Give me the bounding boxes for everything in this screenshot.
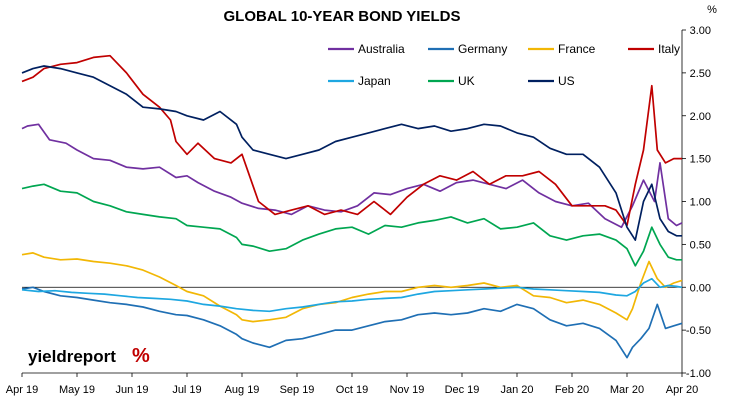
legend-label: Italy xyxy=(658,42,680,56)
x-tick-label: Jan 20 xyxy=(500,384,533,396)
x-tick-label: Apr 20 xyxy=(666,384,698,396)
legend-item-italy: Italy xyxy=(628,42,680,56)
series-line-australia xyxy=(21,123,683,229)
x-tick-label: Dec 19 xyxy=(445,384,480,396)
y-tick-label: 1.00 xyxy=(690,197,711,209)
x-tick-label: May 19 xyxy=(59,384,95,396)
legend-item-australia: Australia xyxy=(328,42,405,56)
x-tick-label: Nov 19 xyxy=(390,384,425,396)
y-axis-unit-label: % xyxy=(707,4,717,16)
legend-label: US xyxy=(558,74,575,88)
brand-wordmark: yieldreport xyxy=(28,347,116,366)
x-tick-label: Feb 20 xyxy=(555,384,589,396)
legend-item-us: US xyxy=(528,74,575,88)
legend-label: Japan xyxy=(358,74,391,88)
series-line-japan xyxy=(21,277,683,313)
legend-label: Germany xyxy=(458,42,507,56)
x-tick-label: Aug 19 xyxy=(225,384,260,396)
legend-item-france: France xyxy=(528,42,596,56)
axes: -1.00 -0.50 0.00 0.50 1.00 1.50 2.00 2.50 3.00 Ap… xyxy=(6,25,711,396)
legend-item-japan: Japan xyxy=(328,74,391,88)
y-tick-label: 0.50 xyxy=(690,239,711,251)
x-tick-label: Jul 19 xyxy=(172,384,201,396)
y-tick-label: 0.00 xyxy=(690,282,711,294)
y-tick-label: 3.00 xyxy=(690,25,711,37)
x-tick-label: Sep 19 xyxy=(280,384,315,396)
legend-label: UK xyxy=(458,74,475,88)
brand-percent-symbol: % xyxy=(132,345,150,367)
series-line-italy xyxy=(21,54,682,227)
x-tick-label: Mar 20 xyxy=(610,384,644,396)
legend-label: Australia xyxy=(358,42,405,56)
legend: Australia Germany France Italy Japan UK US xyxy=(328,42,680,88)
series-line-france xyxy=(21,252,683,323)
series-layer xyxy=(21,54,683,359)
legend-item-uk: UK xyxy=(428,74,475,88)
legend-item-germany: Germany xyxy=(428,42,507,56)
y-tick-label: -0.50 xyxy=(686,325,711,337)
yieldreport-logo: yieldreport % xyxy=(28,345,150,367)
y-tick-label: 2.50 xyxy=(690,68,711,80)
series-line-uk xyxy=(21,183,682,267)
y-tick-label: -1.00 xyxy=(686,368,711,380)
x-tick-label: Jun 19 xyxy=(115,384,148,396)
y-tick-label: 2.00 xyxy=(690,111,711,123)
x-tick-label: Oct 19 xyxy=(336,384,368,396)
series-line-us xyxy=(21,65,682,241)
x-tick-label: Apr 19 xyxy=(6,384,38,396)
series-line-germany xyxy=(21,286,683,359)
chart-title: GLOBAL 10-YEAR BOND YIELDS xyxy=(224,8,461,25)
legend-label: France xyxy=(558,42,596,56)
y-tick-label: 1.50 xyxy=(690,154,711,166)
